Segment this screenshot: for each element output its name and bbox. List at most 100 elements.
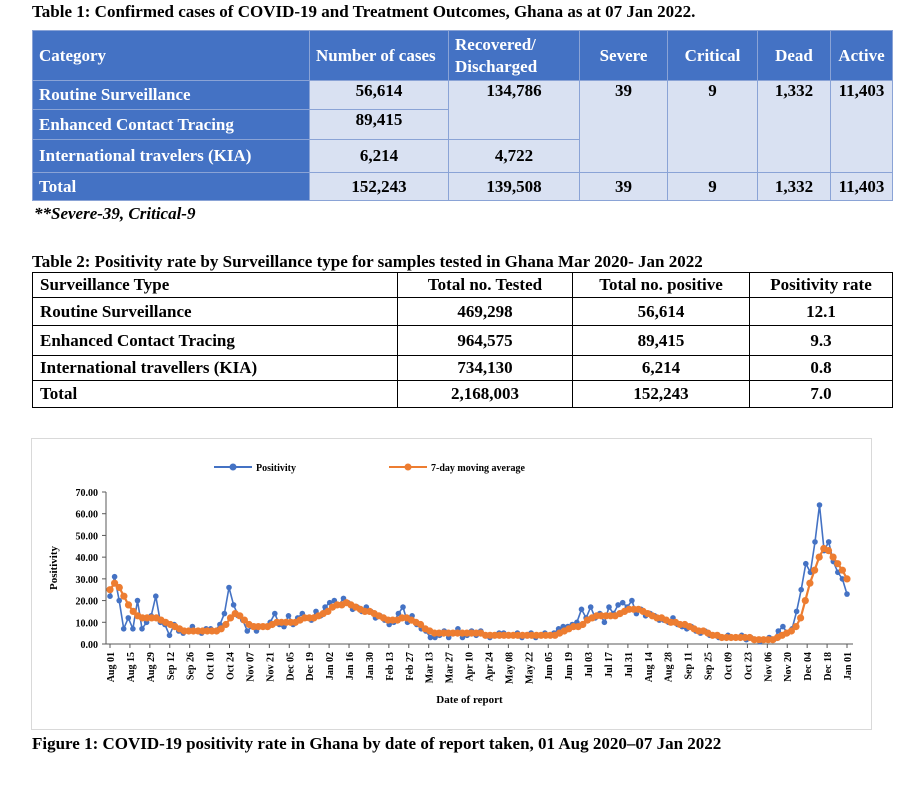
- moving-average-point: [824, 547, 833, 555]
- table-row: Enhanced Contact Tracing 964,575 89,415 …: [32, 325, 893, 356]
- x-tick-label: Nov 20: [783, 652, 794, 682]
- table-row: Routine Surveillance 469,298 56,614 12.1: [32, 297, 893, 326]
- moving-average-point: [222, 620, 230, 629]
- positivity-point: [230, 602, 237, 608]
- positivity-point: [606, 604, 612, 610]
- positivity-point: [107, 593, 113, 599]
- x-tick-label: Aug 28: [664, 652, 675, 682]
- x-tick-label: Jan 16: [345, 652, 356, 680]
- positivity-point: [780, 623, 786, 630]
- moving-average-point: [226, 614, 235, 622]
- positivity-point: [798, 586, 804, 593]
- positivity-point: [619, 599, 626, 606]
- cell-severe: 39: [579, 172, 668, 201]
- x-tick-label: Sep 11: [684, 652, 695, 680]
- positivity-point: [395, 610, 402, 617]
- x-tick-label: Oct 24: [226, 652, 237, 680]
- cell-recovered: 4,722: [448, 139, 580, 173]
- table1-header-row: Category Number of cases Recovered/ Disc…: [32, 30, 893, 81]
- y-tick-label: 10.00: [76, 618, 99, 629]
- x-tick-label: Jul 03: [584, 652, 595, 678]
- row-category: Enhanced Contact Tracing: [32, 109, 310, 140]
- positivity-point: [285, 613, 292, 619]
- cell-type: Routine Surveillance: [32, 297, 398, 326]
- cell-type: International travellers (KIA): [32, 355, 398, 381]
- positivity-point: [578, 606, 585, 613]
- positivity-point: [793, 608, 800, 615]
- table1-title: Table 1: Confirmed cases of COVID-19 and…: [32, 2, 696, 21]
- moving-average-point: [843, 575, 851, 583]
- cell-rate: 12.1: [749, 297, 893, 326]
- cell-positive: 6,214: [572, 355, 750, 381]
- table2-title: Table 2: Positivity rate by Surveillance…: [32, 252, 703, 271]
- figure-caption: Figure 1: COVID-19 positivity rate in Gh…: [32, 734, 722, 753]
- moving-average-point: [829, 553, 837, 561]
- x-tick-label: Apr 10: [465, 652, 476, 682]
- positivity-point: [221, 610, 228, 617]
- table2-header-row: Surveillance Type Total no. Tested Total…: [32, 272, 893, 298]
- x-tick-label: Sep 25: [704, 652, 715, 680]
- x-tick-label: May 22: [524, 652, 535, 684]
- moving-average-point: [838, 566, 847, 574]
- header-category: Category: [32, 30, 310, 81]
- x-tick-label: Jan 30: [365, 652, 376, 680]
- moving-average-point: [797, 614, 805, 622]
- header-surveillance-type: Surveillance Type: [32, 272, 398, 298]
- cell-tested: 734,130: [397, 355, 573, 381]
- legend-label: 7-day moving average: [431, 463, 525, 474]
- x-tick-label: Jul 17: [604, 652, 615, 678]
- x-tick-label: Dec 05: [285, 652, 296, 681]
- header-positivity-rate: Positivity rate: [749, 272, 893, 298]
- x-tick-label: Oct 23: [743, 652, 754, 680]
- moving-average-point: [129, 607, 137, 615]
- x-tick-label: Aug 14: [644, 652, 655, 682]
- x-tick-label: Aug 29: [146, 652, 157, 682]
- header-active: Active: [830, 30, 893, 81]
- header-critical: Critical: [667, 30, 758, 81]
- moving-average-point: [787, 627, 796, 635]
- cell-cases: 152,243: [309, 172, 449, 201]
- moving-average-point: [579, 620, 587, 629]
- table-row: International travellers (KIA) 734,130 6…: [32, 355, 893, 381]
- table-row: International travelers (KIA) 6,214 4,72…: [32, 139, 893, 173]
- table1-total-row: Total 152,243 139,508 39 9 1,332 11,403: [32, 172, 893, 201]
- positivity-point: [803, 560, 809, 567]
- x-tick-label: Nov 07: [245, 652, 256, 682]
- x-tick-label: Jul 31: [624, 652, 635, 678]
- header-total-tested: Total no. Tested: [397, 272, 573, 298]
- table-row: Total 2,168,003 152,243 7.0: [32, 380, 893, 408]
- moving-average-point: [815, 553, 823, 561]
- positivity-point: [134, 597, 141, 604]
- y-tick-label: 60.00: [76, 510, 99, 521]
- header-dead: Dead: [757, 30, 831, 81]
- moving-average-point: [792, 623, 800, 631]
- y-tick-label: 20.00: [76, 597, 99, 608]
- positivity-point: [153, 593, 159, 599]
- x-tick-label: Dec 18: [823, 652, 834, 681]
- legend-marker: [229, 463, 237, 471]
- positivity-point: [427, 634, 434, 641]
- row-category: Routine Surveillance: [32, 80, 310, 110]
- moving-average-point: [811, 566, 819, 574]
- x-tick-label: Feb 27: [405, 652, 416, 681]
- positivity-point: [400, 604, 406, 610]
- row-category: Total: [32, 172, 310, 201]
- positivity-point: [601, 619, 608, 626]
- moving-average-point: [111, 579, 119, 587]
- cell-positive: 152,243: [572, 380, 750, 408]
- table-row: Routine Surveillance 56,614 134,786 39 9…: [32, 80, 893, 173]
- positivity-chart: 0.00 10.00 20.00 30.00 40.00 50.00 60.00 70.00 A…: [31, 438, 872, 730]
- moving-average-point: [120, 592, 128, 600]
- x-tick-label: Apr 24: [484, 652, 495, 682]
- positivity-point: [166, 632, 173, 639]
- x-tick-label: Oct 09: [723, 652, 734, 680]
- x-tick-label: Dec 19: [305, 652, 316, 681]
- moving-average-point: [106, 586, 114, 594]
- header-number-of-cases: Number of cases: [309, 30, 449, 81]
- header-total-positive: Total no. positive: [572, 272, 750, 298]
- cell-cases: 89,415: [309, 109, 449, 140]
- y-tick-label: 50.00: [76, 531, 99, 542]
- positivity-point: [226, 584, 232, 591]
- positivity-chart-svg: 0.00 10.00 20.00 30.00 40.00 50.00 60.00 70.00 A…: [48, 463, 854, 706]
- y-axis-title: Positivity: [48, 546, 60, 590]
